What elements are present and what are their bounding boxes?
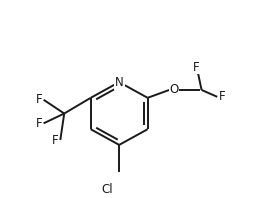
Text: F: F (219, 90, 226, 103)
Text: O: O (169, 84, 179, 96)
Text: F: F (35, 93, 42, 106)
Text: F: F (192, 61, 199, 74)
Text: F: F (52, 133, 59, 147)
Text: Cl: Cl (102, 183, 113, 196)
Text: N: N (115, 76, 124, 89)
Text: F: F (35, 117, 42, 130)
